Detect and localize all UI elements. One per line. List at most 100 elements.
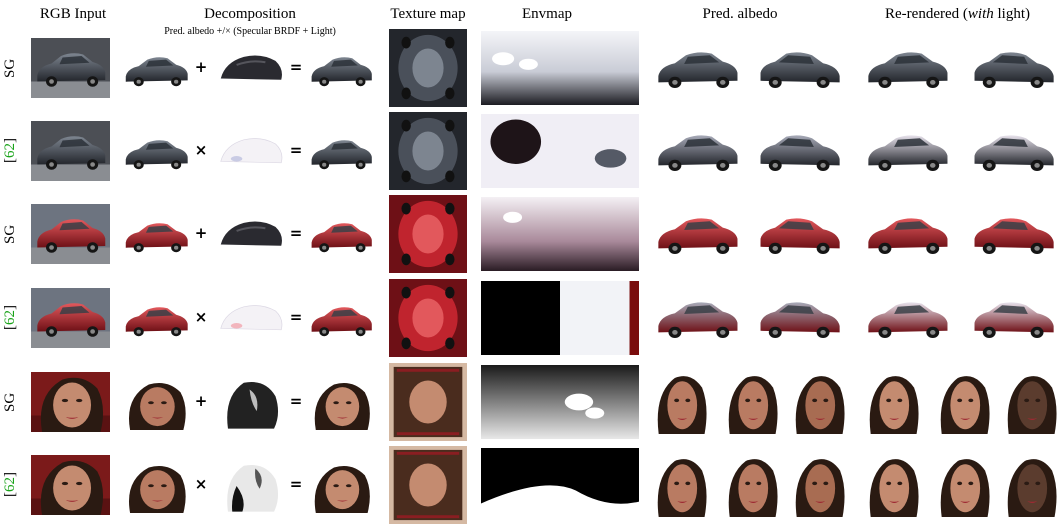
header-rerendered-em: with: [967, 6, 994, 22]
rerendered-image: [969, 119, 1061, 183]
rgb-input-image: [31, 38, 110, 98]
row-label: SG: [2, 362, 26, 442]
texture-map-image: [389, 195, 467, 273]
decomp-albedo-image: [120, 294, 192, 346]
decomp-albedo-image: [120, 127, 192, 179]
header-decomposition-sub: Pred. albedo +/× (Specular BRDF + Light): [164, 26, 336, 37]
decomp-specular-image: [215, 459, 287, 513]
decomp-specular-image: [215, 125, 287, 179]
pred-albedo-image: [755, 36, 847, 100]
header-rerendered-prefix: Re-rendered (: [885, 6, 968, 22]
decomp-result-image: [306, 461, 376, 513]
decomp-result-image: [306, 127, 376, 179]
row-label: SG: [2, 194, 26, 274]
pred-albedo-image: [651, 119, 743, 183]
rerendered-image: [933, 370, 995, 434]
rerendered-image: [861, 119, 953, 183]
header-rgb-input: RGB Input: [39, 6, 107, 22]
rgb-input-image: [31, 288, 110, 348]
rerendered-image: [933, 453, 995, 517]
decomp-result-image: [306, 44, 376, 96]
decomp-result-image: [306, 210, 376, 262]
row-label-cite: 62: [2, 477, 18, 493]
operator-symbol: +: [194, 392, 208, 410]
texture-map-image: [389, 29, 467, 107]
row-label-text: SG: [2, 224, 18, 244]
rerendered-image: [969, 36, 1061, 100]
header-envmap: Envmap: [522, 6, 572, 22]
rgb-input-image: [31, 372, 110, 432]
pred-albedo-image: [650, 370, 712, 434]
pred-albedo-image: [755, 286, 847, 350]
row-label: [62]: [2, 111, 26, 191]
envmap-image: [481, 448, 639, 522]
equals-symbol: =: [289, 392, 303, 410]
pred-albedo-image: [651, 286, 743, 350]
pred-albedo-image: [788, 453, 850, 517]
texture-map-image: [389, 363, 467, 441]
envmap-image: [481, 281, 639, 355]
row-label: [62]: [2, 445, 26, 525]
pred-albedo-image: [788, 370, 850, 434]
row-label-end: ]: [2, 305, 18, 311]
pred-albedo-image: [755, 202, 847, 266]
row-label-cite: 62: [2, 143, 18, 159]
rerendered-image: [861, 36, 953, 100]
rerendered-image: [861, 286, 953, 350]
row-label-text: [: [2, 492, 18, 498]
decomp-albedo-image: [120, 44, 192, 96]
row-label: SG: [2, 28, 26, 108]
pred-albedo-image: [721, 370, 783, 434]
decomp-result-image: [306, 378, 376, 430]
equals-symbol: =: [289, 58, 303, 76]
equals-symbol: =: [289, 308, 303, 326]
decomp-albedo-image: [120, 210, 192, 262]
header-rerendered-suffix: light): [993, 6, 1030, 22]
decomp-albedo-image: [120, 461, 192, 513]
decomp-albedo-image: [120, 378, 192, 430]
pred-albedo-image: [650, 453, 712, 517]
envmap-image: [481, 31, 639, 105]
row-label-text: [: [2, 325, 18, 331]
rgb-input-image: [31, 204, 110, 264]
decomp-specular-image: [215, 208, 287, 262]
row-label-text: [: [2, 158, 18, 164]
rgb-input-image: [31, 121, 110, 181]
equals-symbol: =: [289, 224, 303, 242]
row-label: [62]: [2, 278, 26, 358]
equals-symbol: =: [289, 141, 303, 159]
operator-symbol: ×: [194, 141, 208, 159]
header-texture-map: Texture map: [390, 6, 466, 22]
header-rerendered: Re-rendered (with light): [860, 6, 1055, 23]
rerendered-image: [862, 453, 924, 517]
texture-map-image: [389, 446, 467, 524]
row-label-end: ]: [2, 138, 18, 144]
decomp-specular-image: [215, 42, 287, 96]
row-label-end: ]: [2, 472, 18, 478]
rerendered-image: [1000, 370, 1061, 434]
pred-albedo-image: [755, 119, 847, 183]
rerendered-image: [862, 370, 924, 434]
decomp-specular-image: [215, 292, 287, 346]
envmap-image: [481, 365, 639, 439]
pred-albedo-image: [651, 36, 743, 100]
texture-map-image: [389, 112, 467, 190]
header-decomposition: Decomposition: [204, 6, 296, 22]
decomp-result-image: [306, 294, 376, 346]
rerendered-image: [969, 286, 1061, 350]
pred-albedo-image: [721, 453, 783, 517]
pred-albedo-image: [651, 202, 743, 266]
header-pred-albedo: Pred. albedo: [702, 6, 778, 22]
rerendered-image: [861, 202, 953, 266]
rerendered-image: [969, 202, 1061, 266]
operator-symbol: ×: [194, 308, 208, 326]
operator-symbol: +: [194, 58, 208, 76]
decomp-specular-image: [215, 376, 287, 430]
envmap-image: [481, 197, 639, 271]
rerendered-image: [1000, 453, 1061, 517]
row-label-cite: 62: [2, 310, 18, 326]
texture-map-image: [389, 279, 467, 357]
equals-symbol: =: [289, 475, 303, 493]
operator-symbol: +: [194, 224, 208, 242]
